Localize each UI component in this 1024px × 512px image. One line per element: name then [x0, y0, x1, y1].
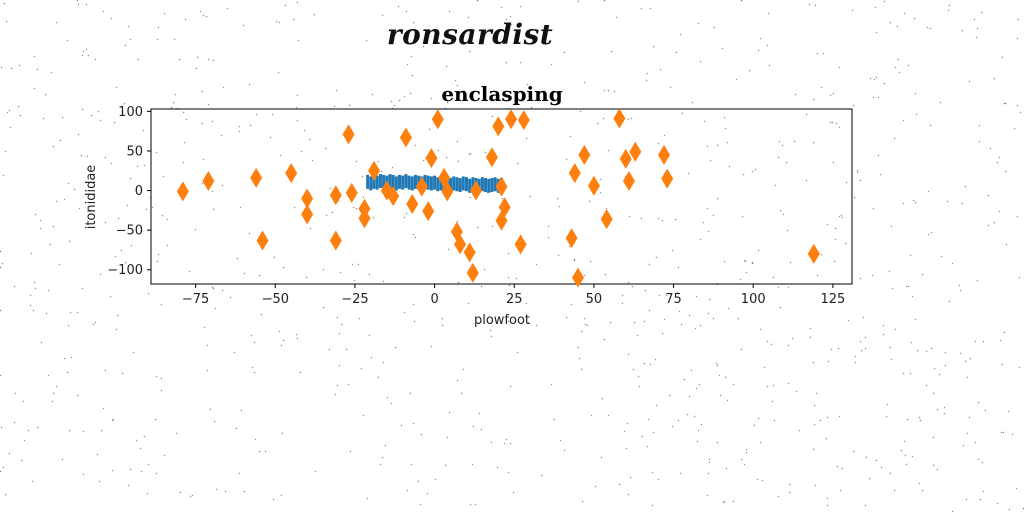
- data-point: [256, 230, 269, 251]
- data-point: [629, 141, 642, 162]
- data-point: [622, 171, 635, 192]
- plot-area-frame: [150, 108, 853, 285]
- y-tick-label: 0: [135, 184, 143, 199]
- data-point: [600, 209, 613, 230]
- x-tick-label: 0: [430, 292, 438, 307]
- data-point: [329, 230, 342, 251]
- y-axis: −100 −50 0 50 100: [107, 105, 151, 278]
- x-tick-label: 125: [820, 292, 845, 307]
- data-point: [301, 204, 314, 225]
- data-point: [422, 201, 435, 222]
- data-point: [505, 109, 518, 130]
- x-axis-label: plowfoot: [474, 313, 530, 328]
- data-point: [463, 242, 476, 263]
- data-point: [807, 243, 820, 264]
- y-tick-label: −100: [107, 263, 143, 278]
- data-point: [470, 180, 483, 201]
- y-tick-label: 100: [118, 105, 143, 120]
- data-point: [387, 186, 400, 207]
- x-tick-label: −50: [262, 292, 289, 307]
- data-point: [578, 144, 591, 165]
- data-point: [250, 167, 263, 188]
- data-point: [619, 148, 632, 169]
- x-tick-label: −25: [341, 292, 368, 307]
- data-point: [568, 163, 581, 184]
- data-point: [466, 262, 479, 283]
- data-point: [658, 144, 671, 165]
- data-point: [571, 267, 584, 288]
- data-point: [587, 175, 600, 196]
- data-point: [441, 181, 454, 202]
- x-tick-label: 75: [665, 292, 682, 307]
- data-point: [565, 228, 578, 249]
- chart-title: enclasping: [441, 82, 562, 106]
- data-point: [415, 176, 428, 197]
- data-point: [431, 109, 444, 130]
- y-axis-label: itonididae: [84, 165, 99, 230]
- data-point: [368, 160, 381, 181]
- data-point: [613, 108, 626, 129]
- data-point: [301, 188, 314, 209]
- data-point: [399, 127, 412, 148]
- data-point: [495, 176, 508, 197]
- y-tick-label: 50: [126, 144, 143, 159]
- x-tick-label: 50: [586, 292, 603, 307]
- data-point: [176, 181, 189, 202]
- data-point: [661, 168, 674, 189]
- data-point: [202, 171, 215, 192]
- data-point: [492, 116, 505, 137]
- series-1: [176, 108, 820, 288]
- data-point: [454, 234, 467, 255]
- data-point: [406, 194, 419, 215]
- data-point: [358, 208, 371, 229]
- data-point: [425, 148, 438, 169]
- data-point: [345, 182, 358, 203]
- data-point: [285, 163, 298, 184]
- y-tick-label: −50: [116, 224, 143, 239]
- series-layer: [176, 108, 820, 288]
- x-tick-label: 100: [741, 292, 766, 307]
- data-point: [517, 110, 530, 131]
- x-tick-label: −75: [182, 292, 209, 307]
- x-axis: −75 −50 −25 0 25 50 75 100 125: [182, 284, 845, 307]
- data-point: [329, 185, 342, 206]
- data-point: [342, 124, 355, 145]
- x-tick-label: 25: [506, 292, 523, 307]
- data-point: [485, 147, 498, 168]
- figure-supertitle: ronsardist: [386, 18, 554, 51]
- data-point: [498, 197, 511, 218]
- data-point: [514, 234, 527, 255]
